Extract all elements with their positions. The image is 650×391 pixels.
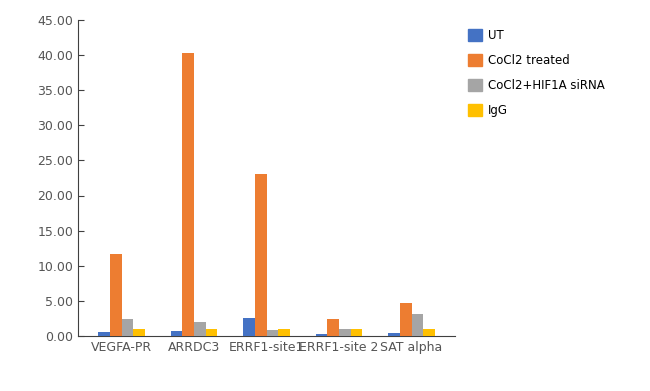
Bar bbox=[194, 322, 205, 336]
Bar bbox=[278, 329, 290, 336]
Bar bbox=[339, 329, 350, 336]
Bar bbox=[243, 318, 255, 336]
Bar bbox=[266, 330, 278, 336]
Bar bbox=[98, 332, 110, 336]
Bar bbox=[183, 53, 194, 336]
Bar bbox=[350, 329, 362, 336]
Bar bbox=[110, 254, 122, 336]
Bar bbox=[328, 319, 339, 336]
Bar bbox=[255, 174, 266, 336]
Bar bbox=[411, 314, 423, 336]
Bar bbox=[133, 329, 145, 336]
Bar bbox=[316, 334, 328, 336]
Bar bbox=[423, 329, 435, 336]
Bar bbox=[171, 331, 183, 336]
Legend: UT, CoCl2 treated, CoCl2+HIF1A siRNA, IgG: UT, CoCl2 treated, CoCl2+HIF1A siRNA, Ig… bbox=[465, 25, 608, 120]
Bar bbox=[122, 319, 133, 336]
Bar bbox=[388, 333, 400, 336]
Bar bbox=[400, 303, 411, 336]
Bar bbox=[205, 329, 217, 336]
